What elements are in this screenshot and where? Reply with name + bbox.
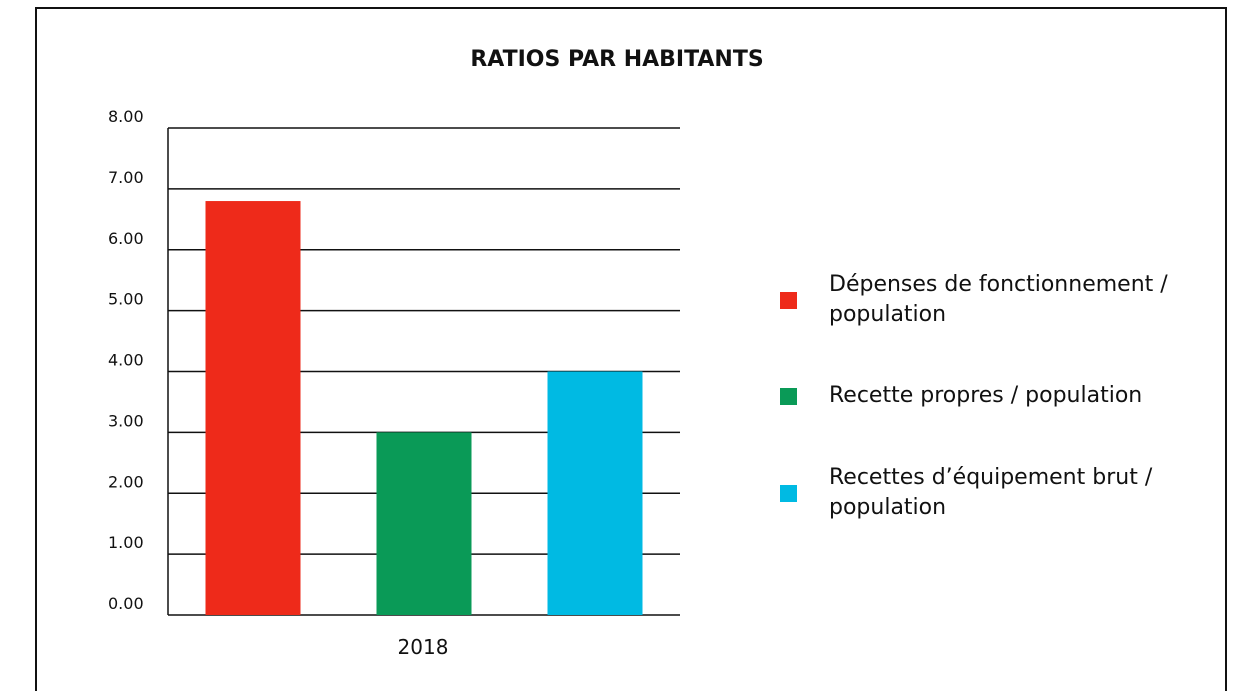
legend-item: Recette propres / population — [780, 381, 1209, 411]
legend-label: Dépenses de fonctionnement / population — [829, 272, 1168, 327]
bar — [376, 432, 472, 615]
bar — [547, 371, 643, 615]
y-tick-label: 4.00 — [108, 351, 144, 370]
legend-label: Recettes d’équipement brut / population — [829, 465, 1153, 520]
legend-swatch — [780, 387, 797, 405]
legend-swatch — [780, 291, 797, 309]
bar — [205, 201, 301, 616]
y-tick-label: 7.00 — [108, 168, 144, 187]
x-tick-label: 2018 — [398, 635, 449, 659]
y-tick-label: 2.00 — [108, 472, 144, 491]
legend-swatch — [780, 484, 797, 502]
chart-title: RATIOS PAR HABITANTS — [470, 47, 763, 72]
legend-item: Dépenses de fonctionnement / population — [780, 270, 1209, 330]
y-tick-label: 1.00 — [108, 533, 144, 552]
legend-label: Recette propres / population — [829, 383, 1143, 408]
y-tick-label: 6.00 — [108, 229, 144, 248]
y-tick-label: 8.00 — [108, 107, 144, 126]
frame — [35, 7, 1227, 691]
y-tick-label: 0.00 — [108, 594, 144, 613]
y-tick-label: 5.00 — [108, 290, 144, 309]
y-tick-label: 3.00 — [108, 411, 144, 430]
legend-item: Recettes d’équipement brut / population — [780, 463, 1209, 523]
